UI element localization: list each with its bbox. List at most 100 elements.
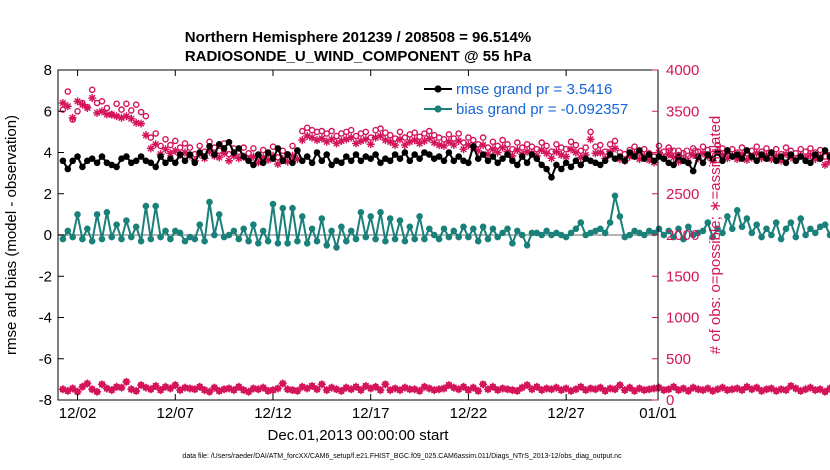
data-point	[782, 159, 790, 167]
data-point	[382, 237, 389, 245]
data-point-possible	[386, 131, 394, 139]
data-point-possible	[176, 144, 184, 151]
data-point-assimilated	[264, 386, 273, 395]
data-point	[567, 163, 575, 171]
data-point	[445, 233, 453, 241]
data-point	[479, 151, 487, 158]
data-point-assimilated	[200, 386, 209, 395]
data-point	[230, 149, 238, 156]
data-point	[709, 233, 716, 241]
data-point	[577, 161, 585, 169]
data-point	[294, 237, 301, 245]
data-point	[191, 159, 199, 167]
data-point	[225, 231, 233, 239]
data-point	[489, 153, 497, 160]
data-point-assimilated	[596, 383, 605, 392]
data-point-assimilated	[474, 146, 483, 155]
data-point-possible	[455, 130, 463, 137]
data-point-possible	[797, 145, 805, 153]
data-point-assimilated	[801, 385, 810, 394]
data-point	[733, 207, 741, 214]
data-point-assimilated	[786, 381, 795, 390]
data-point-assimilated	[449, 383, 458, 392]
data-point	[299, 157, 306, 165]
data-point	[118, 235, 125, 243]
data-point-assimilated	[366, 384, 375, 393]
data-point	[670, 161, 677, 169]
data-point	[430, 231, 438, 239]
y-axis-right-label: # of obs: o=possible; ∗=assimilated	[707, 116, 724, 355]
x-tick-label: 12/12	[254, 405, 292, 422]
data-point-assimilated	[88, 94, 97, 103]
data-point-assimilated	[332, 385, 341, 394]
data-point-assimilated	[141, 383, 150, 392]
data-point-assimilated	[508, 151, 517, 160]
data-point	[401, 237, 409, 245]
data-point	[147, 159, 155, 167]
data-point-assimilated	[317, 134, 326, 143]
data-point-assimilated	[386, 386, 395, 395]
series-layer	[58, 86, 830, 396]
data-point-assimilated	[738, 386, 747, 395]
data-point-assimilated	[464, 386, 473, 395]
data-point	[59, 157, 67, 165]
data-point-assimilated	[513, 386, 522, 395]
data-point	[807, 159, 814, 167]
data-point	[504, 151, 511, 158]
data-point	[562, 233, 570, 241]
data-point-assimilated	[811, 386, 820, 395]
data-point	[670, 233, 677, 241]
data-point-assimilated	[381, 136, 390, 145]
series-assimilated-rejected	[58, 377, 830, 396]
data-point	[606, 219, 614, 226]
data-point-assimilated	[435, 141, 444, 150]
data-point-assimilated	[493, 386, 502, 395]
y-tick-label-left: 2	[44, 186, 52, 203]
data-point-possible	[167, 141, 174, 149]
data-point-assimilated	[659, 386, 668, 395]
data-point-assimilated	[117, 113, 126, 122]
data-point	[523, 242, 531, 249]
data-point-assimilated	[107, 110, 116, 119]
data-point-assimilated	[146, 144, 155, 153]
data-point-assimilated	[396, 135, 405, 144]
data-point-assimilated	[454, 136, 463, 145]
data-point-assimilated	[586, 384, 595, 393]
data-point-assimilated	[63, 386, 72, 395]
data-point-assimilated	[78, 100, 87, 109]
data-point-assimilated	[415, 139, 424, 148]
data-point-assimilated	[312, 136, 321, 145]
data-point	[196, 149, 203, 156]
data-point	[245, 237, 252, 245]
data-point	[132, 223, 140, 231]
data-point-assimilated	[215, 153, 224, 162]
data-point-assimilated	[708, 386, 717, 395]
data-point-assimilated	[791, 384, 800, 393]
data-point	[79, 163, 86, 171]
data-point-possible	[396, 128, 404, 136]
data-point-assimilated	[102, 384, 111, 393]
data-point-assimilated	[518, 383, 527, 392]
data-point	[274, 240, 282, 247]
data-point-possible	[123, 100, 130, 108]
data-point	[357, 157, 365, 165]
data-point-assimilated	[557, 150, 566, 159]
data-point-possible	[631, 143, 638, 150]
data-point	[753, 221, 760, 228]
data-point-assimilated	[420, 136, 429, 145]
data-point	[440, 157, 448, 165]
data-point	[245, 157, 252, 165]
data-point	[455, 153, 463, 160]
data-point	[743, 215, 751, 222]
data-point-assimilated	[352, 139, 361, 148]
data-point-possible	[763, 145, 770, 152]
data-point-possible	[347, 126, 355, 134]
data-point-assimilated	[122, 112, 131, 121]
data-point	[528, 151, 536, 158]
data-point-assimilated	[337, 386, 346, 395]
data-point-assimilated	[821, 160, 830, 169]
data-point	[147, 235, 155, 243]
data-point	[538, 161, 545, 169]
data-point-possible	[655, 142, 663, 150]
data-point-assimilated	[723, 386, 732, 395]
